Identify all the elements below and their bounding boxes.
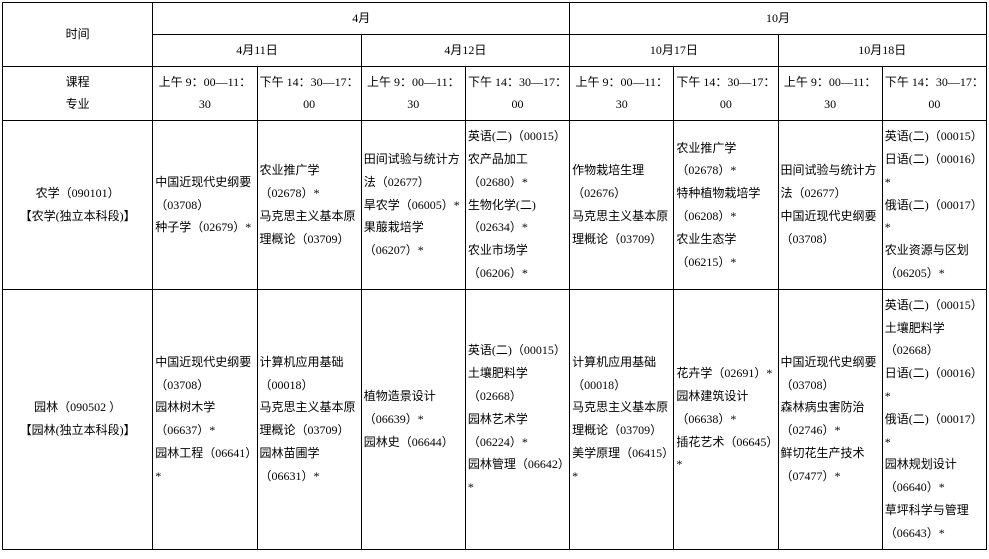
slot-oct18-pm: 下午 14：30—17：00 (882, 66, 986, 121)
major-label: 专业 (5, 93, 150, 116)
major-agronomy: 农学（090101）【农学(独立本科段)】 (3, 121, 153, 290)
slot-oct18-am: 上午 9：00—11：30 (778, 66, 882, 121)
time-label: 时间 (5, 23, 150, 46)
major-landscape: 园林（090502 ）【园林(独立本科段)】 (3, 289, 153, 549)
cell: 英语(二)（00015）农产品加工（02680）*生物化学(二)（02634）*… (465, 121, 569, 290)
date-apr12: 4月12日 (361, 34, 569, 66)
cell: 中国近现代史纲要（03708）森林病虫害防治（02746）*鲜切花生产技术（07… (778, 289, 882, 549)
cell: 英语(二)（00015）土壤肥料学（02668）园林艺术学（06224）*园林管… (465, 289, 569, 549)
cell: 计算机应用基础（00018）马克思主义基本原理概论（03709）园林苗圃学（06… (257, 289, 361, 549)
cell: 花卉学（02691）*园林建筑设计（06638）*插花艺术（06645）* (674, 289, 778, 549)
month-october: 10月 (570, 3, 987, 35)
course-major-label: 课程 专业 (3, 66, 153, 121)
cell: 农业推广学（02678）*特种植物栽培学（06208）*农业生态学（06215）… (674, 121, 778, 290)
cell: 田间试验与统计方法（02677）中国近现代史纲要（03708） (778, 121, 882, 290)
table-row: 园林（090502 ）【园林(独立本科段)】 中国近现代史纲要（03708）园林… (3, 289, 987, 549)
slot-apr11-pm: 下午 14：30—17：00 (257, 66, 361, 121)
cell: 计算机应用基础（00018）马克思主义基本原理概论（03709）美学原理（064… (570, 289, 674, 549)
cell: 英语(二)（00015）日语(二)（00016）*俄语(二)（00017）*农业… (882, 121, 986, 290)
cell: 植物造景设计（06639）*园林史（06644） (361, 289, 465, 549)
slot-apr11-am: 上午 9：00—11：30 (153, 66, 257, 121)
cell: 作物栽培生理（02676）马克思主义基本原理概论（03709） (570, 121, 674, 290)
date-oct17: 10月17日 (570, 34, 778, 66)
cell: 农业推广学（02678）*马克思主义基本原理概论（03709） (257, 121, 361, 290)
exam-schedule-table: 时间 4月 10月 4月11日 4月12日 10月17日 10月18日 课程 专… (2, 2, 987, 550)
course-label: 课程 (5, 71, 150, 94)
slot-oct17-am: 上午 9：00—11：30 (570, 66, 674, 121)
table-row: 农学（090101）【农学(独立本科段)】 中国近现代史纲要（03708）种子学… (3, 121, 987, 290)
cell: 田间试验与统计方法（02677）旱农学（06005）*果菔栽培学（06207）* (361, 121, 465, 290)
date-apr11: 4月11日 (153, 34, 361, 66)
header-time-course-major: 时间 (3, 3, 153, 67)
slot-oct17-pm: 下午 14：30—17：00 (674, 66, 778, 121)
cell: 英语(二)（00015）土壤肥料学（02668）日语(二)（00016）*俄语(… (882, 289, 986, 549)
slot-apr12-am: 上午 9：00—11：30 (361, 66, 465, 121)
slot-apr12-pm: 下午 14：30—17：00 (465, 66, 569, 121)
date-oct18: 10月18日 (778, 34, 986, 66)
month-april: 4月 (153, 3, 570, 35)
cell: 中国近现代史纲要（03708）种子学（02679）* (153, 121, 257, 290)
cell: 中国近现代史纲要（03708）园林树木学（06637）*园林工程（06641）* (153, 289, 257, 549)
